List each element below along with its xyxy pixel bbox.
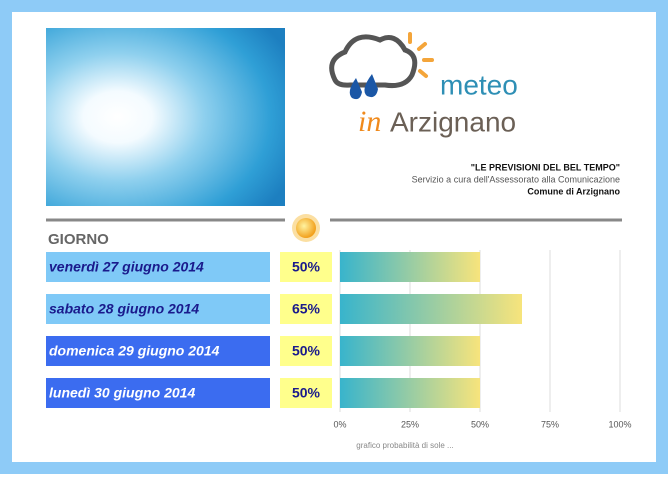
value-box	[280, 378, 332, 408]
x-axis-label: grafico probabilità di sole ...	[356, 441, 453, 450]
category-label: venerdì 27 giugno 2014	[49, 259, 204, 275]
value-label: 50%	[292, 343, 321, 359]
category-box	[46, 378, 270, 408]
bar	[340, 252, 480, 282]
sun-icon	[292, 214, 320, 242]
x-tick-label: 75%	[541, 419, 559, 429]
x-tick-label: 25%	[401, 419, 419, 429]
value-box	[280, 252, 332, 282]
value-label: 65%	[292, 301, 321, 317]
x-tick-label: 0%	[333, 419, 346, 429]
logo-town: Arzignano	[390, 106, 516, 137]
x-tick-label: 50%	[471, 419, 489, 429]
value-label: 50%	[292, 385, 321, 401]
category-label: lunedì 30 giugno 2014	[49, 385, 195, 401]
value-box	[280, 336, 332, 366]
category-box	[46, 294, 270, 324]
bar	[340, 336, 480, 366]
bar	[340, 294, 522, 324]
slogan: "LE PREVISIONI DEL BEL TEMPO"	[471, 162, 620, 172]
logo-word: meteo	[440, 69, 518, 100]
value-label: 50%	[292, 259, 321, 275]
service: Servizio a cura dell'Assessorato alla Co…	[412, 174, 620, 184]
x-tick-label: 100%	[608, 419, 631, 429]
town: Comune di Arzignano	[527, 186, 620, 196]
category-label: domenica 29 giugno 2014	[49, 343, 220, 359]
category-box	[46, 252, 270, 282]
category-box	[46, 336, 270, 366]
bar	[340, 378, 480, 408]
logo-in: in	[358, 105, 381, 138]
sky-photo	[46, 28, 285, 206]
category-label: sabato 28 giugno 2014	[49, 301, 199, 317]
logo-icon	[329, 32, 434, 100]
category-header: GIORNO	[48, 231, 109, 248]
value-box	[280, 294, 332, 324]
